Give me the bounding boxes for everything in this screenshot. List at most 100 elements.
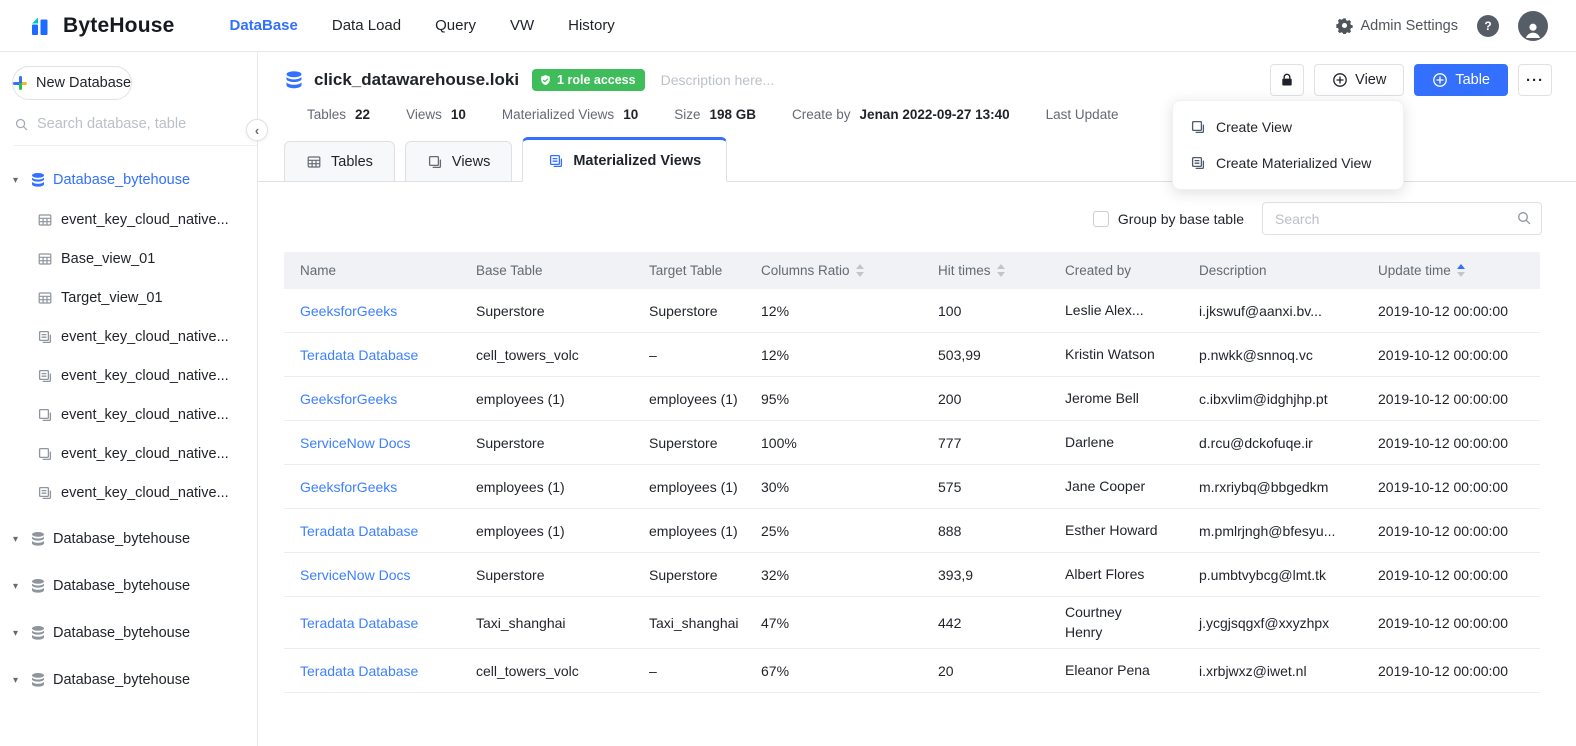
- tree-item-label: Database_bytehouse: [53, 625, 190, 641]
- sort-control-active[interactable]: [1457, 264, 1465, 277]
- stat-label: Tables: [307, 107, 346, 122]
- caret-down-icon[interactable]: ▾: [13, 675, 23, 686]
- nav-item-vw[interactable]: VW: [508, 13, 536, 38]
- table-search-input[interactable]: [1262, 202, 1542, 235]
- tree-table-item[interactable]: Base_view_01: [0, 239, 257, 278]
- create-view-button[interactable]: View: [1314, 64, 1404, 96]
- help-icon[interactable]: ?: [1477, 15, 1499, 37]
- caret-down-icon[interactable]: ▾: [13, 628, 23, 639]
- nav-item-data-load[interactable]: Data Load: [330, 13, 403, 38]
- cell-name-link[interactable]: GeeksforGeeks: [284, 473, 460, 501]
- cell-target-table: Superstore: [633, 297, 745, 325]
- tree-database-expanded[interactable]: ▾ Database_bytehouse: [0, 160, 257, 200]
- search-icon: [1516, 210, 1532, 226]
- cell-description: j.ycgjsqgxf@xxyzhpx: [1183, 609, 1362, 637]
- caret-down-icon[interactable]: ▾: [13, 581, 23, 592]
- cell-hit-times: 20: [922, 657, 1049, 685]
- cell-base-table: employees (1): [460, 473, 633, 501]
- table-row: Teradata Database cell_towers_volc – 12%…: [284, 333, 1540, 377]
- table-row: GeeksforGeeks employees (1) employees (1…: [284, 465, 1540, 509]
- tree-database-collapsed[interactable]: ▾ Database_bytehouse: [0, 519, 257, 559]
- column-header-hit-times: Hit times: [922, 263, 1049, 278]
- tab-label: Views: [452, 154, 490, 170]
- menu-item-create-materialized-view[interactable]: Create Materialized View: [1173, 145, 1403, 181]
- tab-label: Materialized Views: [573, 153, 701, 169]
- caret-down-icon[interactable]: ▾: [13, 175, 23, 186]
- group-by-checkbox[interactable]: [1093, 211, 1109, 227]
- cell-name-link[interactable]: Teradata Database: [284, 341, 460, 369]
- cell-name-link[interactable]: GeeksforGeeks: [284, 297, 460, 325]
- nav-item-query[interactable]: Query: [433, 13, 478, 38]
- cell-name-link[interactable]: GeeksforGeeks: [284, 385, 460, 413]
- table-row: ServiceNow Docs Superstore Superstore 10…: [284, 421, 1540, 465]
- more-actions-button[interactable]: ···: [1518, 64, 1552, 96]
- cell-target-table: employees (1): [633, 517, 745, 545]
- user-avatar[interactable]: [1518, 11, 1548, 41]
- create-table-button[interactable]: Table: [1414, 64, 1508, 96]
- tree-item-label: event_key_cloud_native...: [61, 212, 229, 228]
- sidebar-collapse-button[interactable]: ‹: [246, 119, 268, 141]
- nav-item-history[interactable]: History: [566, 13, 617, 38]
- tab-tables[interactable]: Tables: [284, 141, 395, 181]
- plus-multicolor-icon: [13, 76, 27, 90]
- lock-button[interactable]: [1270, 64, 1304, 96]
- tree-table-item[interactable]: event_key_cloud_native...: [0, 200, 257, 239]
- cell-columns-ratio: 67%: [745, 657, 922, 685]
- tree-item-label: Database_bytehouse: [53, 578, 190, 594]
- gear-icon: [1336, 17, 1353, 34]
- admin-settings-button[interactable]: Admin Settings: [1336, 17, 1458, 34]
- database-icon: [30, 172, 46, 188]
- tree-materialized-view-item[interactable]: event_key_cloud_native...: [0, 317, 257, 356]
- tree-item-label: Target_view_01: [61, 290, 163, 306]
- column-header-base-table: Base Table: [460, 263, 633, 278]
- description-placeholder[interactable]: Description here...: [661, 72, 775, 88]
- cell-target-table: –: [633, 657, 745, 685]
- database-icon: [30, 578, 46, 594]
- plus-circle-icon: [1432, 72, 1448, 88]
- cell-base-table: Taxi_shanghai: [460, 609, 633, 637]
- table-row: GeeksforGeeks Superstore Superstore 12% …: [284, 289, 1540, 333]
- cell-description: m.rxriybq@bbgedkm: [1183, 473, 1362, 501]
- sort-control[interactable]: [856, 264, 864, 277]
- tree-table-item[interactable]: Target_view_01: [0, 278, 257, 317]
- cell-description: i.jkswuf@aanxi.bv...: [1183, 297, 1362, 325]
- cell-update-time: 2019-10-12 00:00:00: [1362, 385, 1540, 413]
- tree-database-collapsed[interactable]: ▾ Database_bytehouse: [0, 660, 257, 700]
- tree-materialized-view-item[interactable]: event_key_cloud_native...: [0, 356, 257, 395]
- materialized-view-icon: [1190, 155, 1206, 171]
- cell-base-table: Superstore: [460, 561, 633, 589]
- nav-item-database[interactable]: DataBase: [228, 13, 300, 38]
- cell-name-link[interactable]: Teradata Database: [284, 517, 460, 545]
- view-button-label: View: [1355, 72, 1386, 88]
- tree-materialized-view-item[interactable]: event_key_cloud_native...: [0, 473, 257, 512]
- tab-views[interactable]: Views: [405, 141, 512, 181]
- main-nav: DataBase Data Load Query VW History: [228, 13, 617, 38]
- sort-control[interactable]: [997, 264, 1005, 277]
- database-sidebar: New Database ‹ ▾ Database_bytehouse even…: [0, 52, 258, 746]
- cell-description: c.ibxvlim@idghjhp.pt: [1183, 385, 1362, 413]
- tab-materialized-views[interactable]: Materialized Views: [522, 137, 727, 182]
- cell-name-link[interactable]: Teradata Database: [284, 609, 460, 637]
- column-header-columns-ratio: Columns Ratio: [745, 263, 922, 278]
- new-database-label: New Database: [36, 75, 131, 91]
- role-access-badge[interactable]: 1 role access: [532, 69, 645, 91]
- cell-created-by: Darlene: [1049, 427, 1183, 459]
- tree-database-collapsed[interactable]: ▾ Database_bytehouse: [0, 566, 257, 606]
- stat-label: Create by: [792, 107, 851, 122]
- group-by-base-table[interactable]: Group by base table: [1093, 211, 1244, 227]
- caret-down-icon[interactable]: ▾: [13, 534, 23, 545]
- cell-name-link[interactable]: ServiceNow Docs: [284, 561, 460, 589]
- menu-item-create-view[interactable]: Create View: [1173, 109, 1403, 145]
- cell-name-link[interactable]: Teradata Database: [284, 657, 460, 685]
- stat-label: Views: [406, 107, 442, 122]
- tree-view-item[interactable]: event_key_cloud_native...: [0, 434, 257, 473]
- cell-columns-ratio: 30%: [745, 473, 922, 501]
- menu-item-label: Create View: [1216, 119, 1292, 135]
- cell-name-link[interactable]: ServiceNow Docs: [284, 429, 460, 457]
- new-database-button[interactable]: New Database: [12, 66, 132, 100]
- tree-view-item[interactable]: event_key_cloud_native...: [0, 395, 257, 434]
- sidebar-search-input[interactable]: [37, 116, 217, 132]
- cell-update-time: 2019-10-12 00:00:00: [1362, 429, 1540, 457]
- menu-item-label: Create Materialized View: [1216, 155, 1371, 171]
- tree-database-collapsed[interactable]: ▾ Database_bytehouse: [0, 613, 257, 653]
